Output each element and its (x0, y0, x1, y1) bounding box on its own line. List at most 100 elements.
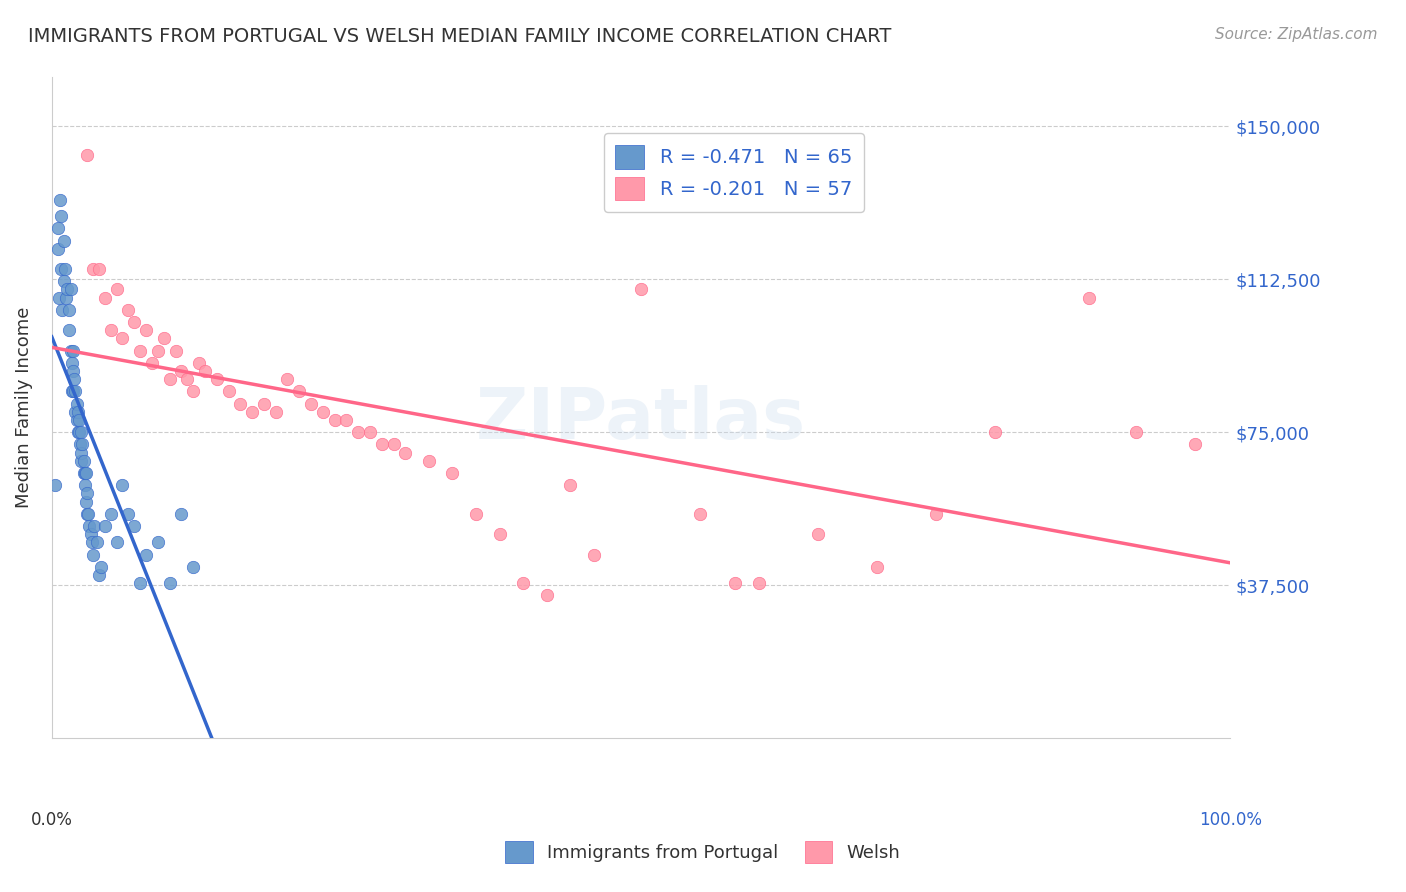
Point (70, 445, 93, 459)
Point (689, 507, 711, 521)
Point (394, 445, 416, 459)
Point (441, 466, 464, 480)
Point (70, 425, 93, 440)
Point (80, 535, 103, 549)
Point (218, 384, 240, 399)
Point (111, 478, 134, 492)
Point (264, 405, 287, 419)
Point (335, 413, 357, 427)
Point (866, 559, 889, 574)
Point (73, 466, 96, 480)
Point (83, 519, 105, 533)
Text: IMMIGRANTS FROM PORTUGAL VS WELSH MEDIAN FAMILY INCOME CORRELATION CHART: IMMIGRANTS FROM PORTUGAL VS WELSH MEDIAN… (28, 27, 891, 45)
Point (141, 356, 163, 370)
Point (582, 548, 605, 562)
Point (76, 486, 98, 500)
Point (748, 576, 770, 591)
Point (76, 148, 98, 162)
Point (924, 507, 946, 521)
Point (176, 372, 198, 386)
Point (87, 262, 110, 277)
Point (512, 576, 534, 591)
Point (105, 283, 128, 297)
Point (82, 548, 104, 562)
Point (77, 507, 100, 521)
Point (382, 437, 405, 451)
Point (983, 425, 1005, 440)
Point (87, 568, 110, 582)
Point (129, 343, 152, 358)
Point (152, 331, 174, 345)
Point (67, 425, 90, 440)
Point (630, 283, 652, 297)
Legend: R = -0.471   N = 65, R = -0.201   N = 57: R = -0.471 N = 65, R = -0.201 N = 57 (603, 134, 865, 212)
Text: 100.0%: 100.0% (1199, 812, 1261, 830)
Point (48, 291, 70, 305)
Point (111, 331, 134, 345)
Point (65, 397, 87, 411)
Point (73, 478, 96, 492)
Point (240, 405, 263, 419)
Point (146, 343, 169, 358)
Point (51, 262, 73, 277)
Point (82, 262, 104, 277)
Point (253, 397, 276, 411)
Point (1077, 291, 1099, 305)
Point (117, 507, 139, 521)
Point (323, 413, 346, 427)
Point (170, 364, 193, 378)
Point (58, 302, 80, 317)
Point (105, 535, 128, 549)
Point (72, 437, 94, 451)
Point (62, 364, 84, 378)
Point (181, 384, 204, 399)
Point (371, 437, 394, 451)
Point (129, 576, 152, 591)
Point (72, 466, 94, 480)
Point (58, 323, 80, 337)
Point (62, 343, 84, 358)
Point (62, 384, 84, 399)
Point (122, 315, 145, 329)
Point (66, 425, 89, 440)
Point (299, 397, 322, 411)
Text: 0.0%: 0.0% (31, 812, 73, 830)
Point (75, 494, 97, 508)
Point (72, 454, 94, 468)
Point (75, 466, 97, 480)
Point (52, 234, 75, 248)
Text: Source: ZipAtlas.com: Source: ZipAtlas.com (1215, 27, 1378, 42)
Point (94, 519, 117, 533)
Point (67, 413, 90, 427)
Point (44, 478, 66, 492)
Point (312, 405, 335, 419)
Point (560, 478, 582, 492)
Point (276, 372, 298, 386)
Point (49, 193, 72, 207)
Point (100, 507, 122, 521)
Point (69, 437, 91, 451)
Point (100, 323, 122, 337)
Point (60, 384, 83, 399)
Point (65, 413, 87, 427)
Point (79, 527, 101, 541)
Point (181, 559, 204, 574)
Point (65, 384, 87, 399)
Point (90, 559, 112, 574)
Point (418, 454, 440, 468)
Point (60, 356, 83, 370)
Point (724, 576, 747, 591)
Point (79, 519, 101, 533)
Point (229, 397, 252, 411)
Point (122, 519, 145, 533)
Point (347, 425, 370, 440)
Point (59, 343, 82, 358)
Y-axis label: Median Family Income: Median Family Income (15, 307, 32, 508)
Point (51, 209, 73, 223)
Point (807, 527, 830, 541)
Point (359, 425, 381, 440)
Point (146, 535, 169, 549)
Point (86, 535, 108, 549)
Text: ZIPatlas: ZIPatlas (477, 385, 806, 455)
Point (159, 576, 181, 591)
